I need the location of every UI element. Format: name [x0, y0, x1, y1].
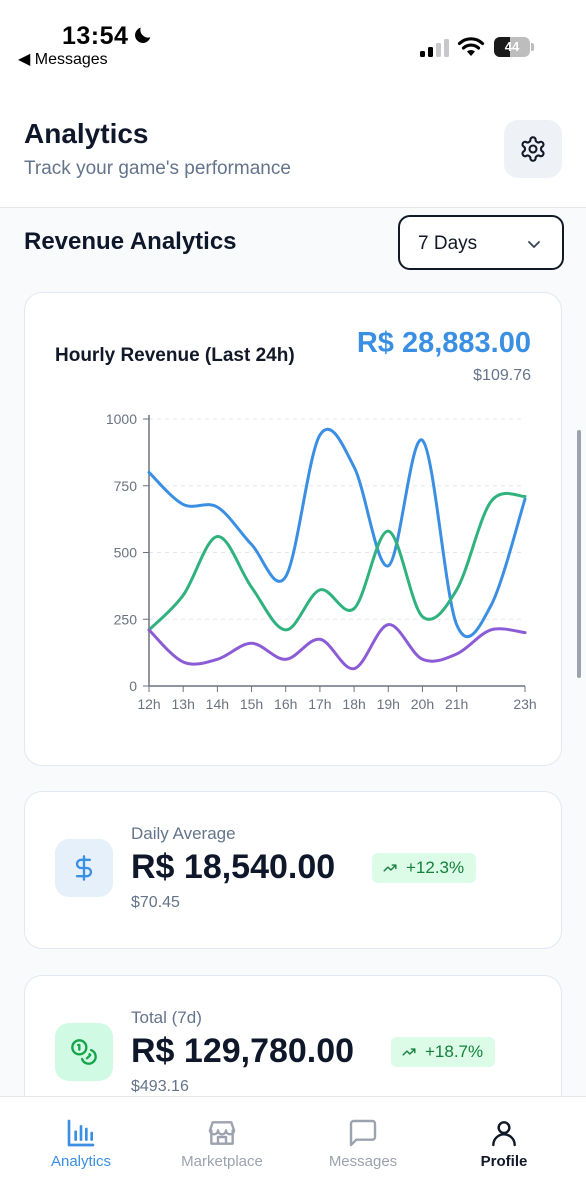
chart-total-usd: $109.76: [473, 367, 531, 384]
x-tick-label: 19h: [377, 696, 400, 712]
nav-messages[interactable]: Messages: [290, 1097, 436, 1200]
page-title: Analytics: [24, 118, 149, 149]
nav-marketplace[interactable]: Marketplace: [149, 1097, 295, 1200]
trending-up-icon: [383, 864, 397, 872]
section-title: Revenue Analytics: [24, 228, 237, 255]
gear-icon: [521, 136, 545, 162]
back-arrow-icon: ◀: [18, 51, 35, 68]
stat-change-value: +12.3%: [406, 858, 465, 877]
nav-analytics[interactable]: Analytics: [8, 1097, 154, 1200]
x-tick-label: 16h: [274, 696, 297, 712]
hourly-revenue-card: 0 250 500 750 1000 12h 13h 14h 15h 16h 17h 18h 19h 20…: [24, 292, 562, 766]
y-tick-label: 750: [114, 478, 138, 494]
y-tick-label: 250: [114, 611, 138, 627]
stat-icon-box: [55, 839, 113, 897]
x-tick-label: 17h: [308, 696, 331, 712]
x-tick-label: 13h: [172, 696, 195, 712]
stat-label: Daily Average: [131, 824, 236, 843]
y-tick-label: 1000: [106, 411, 137, 427]
nav-label: Messages: [328, 1153, 398, 1170]
battery-percent: 44: [504, 39, 520, 54]
settings-button[interactable]: [504, 120, 562, 178]
dollar-icon: [75, 855, 93, 881]
stat-label: Total (7d): [131, 1008, 202, 1027]
stat-usd-value: $70.45: [131, 894, 180, 911]
bar-chart-icon: [67, 1119, 95, 1147]
chart-total-amount: R$ 28,883.00: [356, 327, 531, 359]
x-tick-label: 18h: [342, 696, 365, 712]
x-tick-label: 20h: [411, 696, 434, 712]
coins-icon: [71, 1039, 97, 1065]
stat-value: R$ 18,540.00: [131, 848, 336, 886]
x-tick-label: 23h: [513, 696, 536, 712]
chart-title: Hourly Revenue (Last 24h): [55, 345, 295, 366]
status-time: 13:54: [62, 22, 129, 50]
user-icon: [492, 1121, 516, 1147]
page-subtitle: Track your game's performance: [24, 158, 291, 179]
stat-change-badge: +18.7%: [391, 1037, 496, 1067]
nav-label: Marketplace: [181, 1153, 263, 1170]
status-bar: 13:54 ◀ Messages 44: [0, 0, 586, 96]
nav-label: Profile: [480, 1153, 528, 1170]
stat-change-badge: +12.3%: [372, 853, 477, 883]
stat-change-value: +18.7%: [425, 1042, 484, 1061]
daily-average-card: Daily Average R$ 18,540.00 +12.3% $70.45: [24, 791, 562, 949]
y-tick-label: 500: [114, 545, 138, 561]
series-line-1: [147, 491, 527, 632]
chevron-down-icon: [528, 241, 540, 248]
page-header: Analytics Track your game's performance: [0, 96, 586, 208]
time-range-select[interactable]: 7 Days: [398, 215, 564, 270]
nav-profile[interactable]: Profile: [431, 1097, 577, 1200]
x-tick-label: 14h: [206, 696, 229, 712]
bottom-nav: Analytics Marketplace Messages Profile: [0, 1096, 586, 1200]
wifi-icon: [457, 37, 485, 56]
x-tick-label: 21h: [445, 696, 468, 712]
trending-up-icon: [402, 1048, 416, 1056]
cellular-signal-icon: [420, 39, 449, 57]
stat-usd-value: $493.16: [131, 1078, 189, 1095]
series-line-0: [147, 427, 527, 639]
stat-icon-box: [55, 1023, 113, 1081]
x-tick-label: 15h: [240, 696, 263, 712]
battery-indicator: 44: [494, 37, 534, 57]
nav-label: Analytics: [50, 1153, 112, 1170]
scrollbar-thumb[interactable]: [577, 430, 581, 678]
time-range-value: 7 Days: [418, 233, 478, 254]
y-tick-label: 0: [129, 678, 137, 694]
stat-value: R$ 129,780.00: [131, 1032, 355, 1070]
moon-icon: [135, 27, 151, 43]
x-tick-label: 12h: [137, 696, 160, 712]
store-icon: [208, 1121, 236, 1145]
series-line-2: [147, 623, 527, 671]
back-to-messages-link[interactable]: ◀ Messages: [18, 49, 108, 69]
back-link-label: Messages: [34, 51, 108, 68]
message-icon: [349, 1119, 377, 1147]
hourly-revenue-chart: 0 250 500 750 1000 12h 13h 14h 15h 16h 17h 18h 19h 20…: [106, 411, 537, 712]
